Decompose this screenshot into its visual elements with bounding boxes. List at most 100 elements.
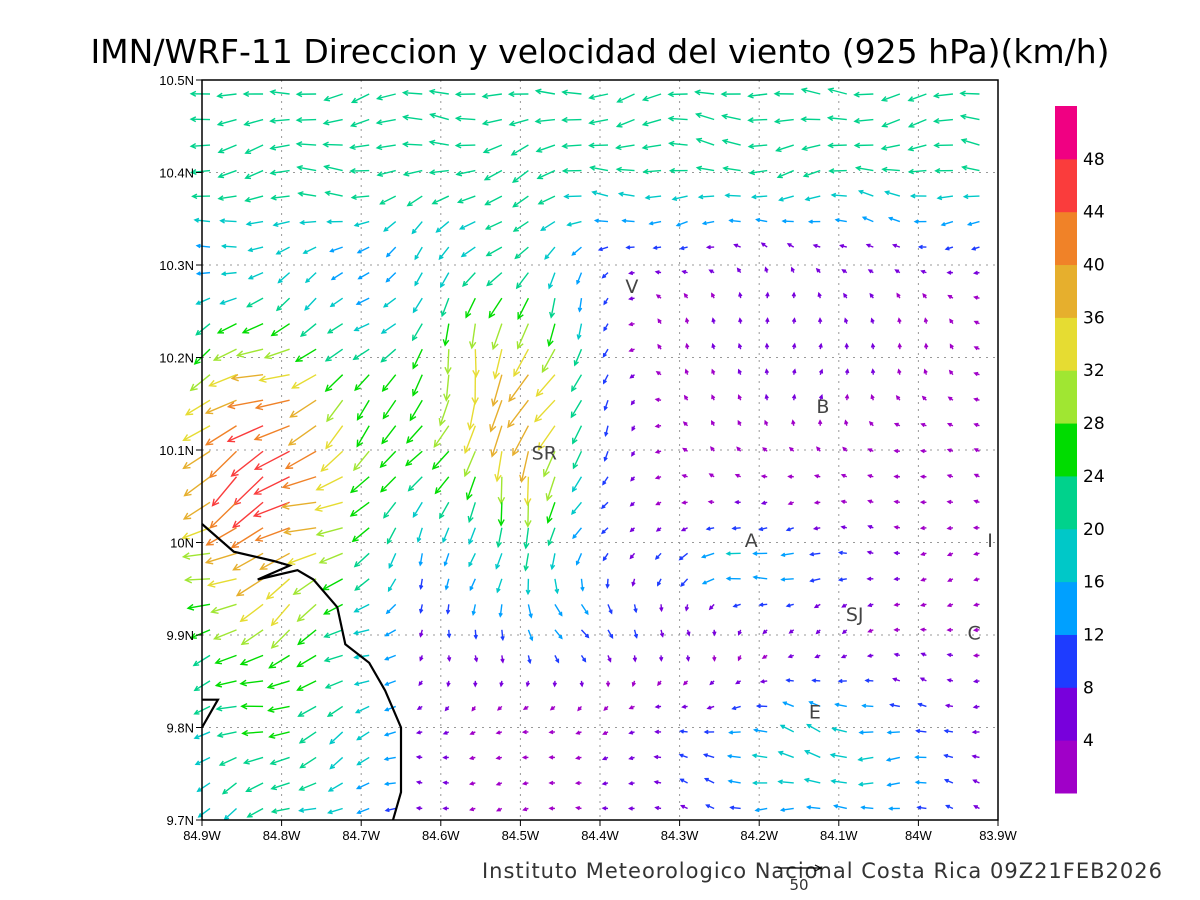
wind-vector [384, 654, 396, 661]
wind-vector [917, 244, 927, 250]
wind-vector [710, 446, 715, 452]
wind-vector [418, 604, 424, 614]
wind-vector [383, 221, 397, 232]
wind-vector [936, 195, 954, 201]
wind-vector [630, 399, 636, 406]
wind-vector [804, 195, 821, 202]
wind-vector [433, 425, 450, 448]
wind-vector [204, 425, 237, 446]
x-tick-label: 84.1W [820, 828, 858, 843]
wind-vector [642, 168, 662, 175]
wind-vector [909, 193, 927, 199]
wind-vector [547, 272, 556, 290]
wind-vector [494, 451, 503, 483]
wind-vector [468, 781, 476, 786]
wind-vector [407, 476, 423, 492]
wind-vector [752, 551, 768, 556]
wind-vector [853, 117, 874, 124]
wind-vector [818, 368, 824, 375]
wind-vector [844, 342, 849, 350]
wind-vector [914, 755, 927, 760]
wind-vector [323, 654, 343, 663]
x-tick-label: 83.9W [979, 828, 1017, 843]
colorbar-segment [1055, 475, 1077, 530]
wind-vector [462, 272, 476, 288]
wind-vector [787, 474, 794, 479]
wind-vector [491, 374, 503, 408]
wind-vector [830, 192, 847, 198]
credit-text: Instituto Meteorologico Nacional Costa R… [482, 859, 1163, 883]
place-label: B [816, 396, 829, 418]
wind-vector [881, 118, 901, 128]
wind-vector [947, 396, 954, 401]
place-label: C [967, 623, 980, 645]
wind-vector [292, 578, 317, 596]
wind-vector [197, 807, 211, 818]
wind-vector [603, 451, 609, 462]
wind-vector [737, 342, 743, 350]
wind-vector [548, 780, 555, 786]
wind-vector [907, 168, 927, 175]
wind-vector [919, 500, 927, 505]
wind-vector [517, 297, 530, 320]
wind-vector [295, 91, 317, 98]
wind-vector [384, 629, 397, 637]
wind-vector [497, 705, 503, 711]
wind-vector [705, 244, 715, 250]
wind-vector [268, 731, 290, 739]
wind-vector [924, 342, 929, 350]
wind-vector [230, 373, 264, 382]
wind-vector [817, 291, 822, 299]
wind-vector [737, 419, 742, 427]
wind-vector [323, 629, 343, 639]
wind-vector [764, 266, 769, 273]
wind-vector [712, 655, 717, 662]
wind-vector [412, 501, 423, 518]
wind-vector [694, 112, 715, 121]
wind-vector [380, 476, 397, 493]
wind-vector [353, 220, 370, 228]
wind-vector [933, 142, 953, 149]
colorbar-segment [1055, 317, 1077, 371]
wind-vector [707, 499, 715, 505]
wind-vector [694, 89, 715, 96]
wind-vector [603, 323, 609, 332]
wind-vector [680, 527, 688, 532]
wind-vector [932, 92, 954, 99]
wind-vector [841, 603, 848, 608]
wind-vector [269, 169, 290, 176]
wind-vector [625, 245, 635, 250]
wind-vector [327, 807, 343, 815]
wind-vector [326, 323, 344, 334]
wind-vector [324, 374, 344, 393]
wind-vector [385, 272, 397, 283]
wind-vector [778, 195, 794, 202]
wind-vector [481, 118, 503, 126]
wind-vector [267, 705, 290, 713]
wind-vector [298, 807, 317, 813]
wind-vector [254, 527, 290, 542]
wind-vector [245, 220, 264, 227]
wind-vector [416, 705, 423, 711]
wind-vector [554, 603, 563, 617]
place-labels: V B SR A I SJ C E [532, 276, 993, 724]
wind-vector [275, 297, 291, 312]
wind-vector [195, 243, 211, 249]
wind-vector [454, 115, 476, 122]
wind-vector [923, 368, 928, 375]
wind-vector [682, 421, 689, 427]
wind-vector [788, 629, 795, 634]
wind-vector [737, 629, 742, 636]
wind-vector [182, 501, 211, 520]
wind-vector [521, 755, 529, 760]
wind-vector [837, 577, 847, 582]
wind-vector [414, 246, 423, 261]
wind-vector [791, 419, 796, 426]
wind-vector [415, 780, 423, 785]
wind-vector [489, 399, 503, 433]
wind-vector [960, 138, 980, 146]
wind-vector [220, 243, 237, 249]
wind-vector [194, 756, 211, 766]
wind-vector [299, 756, 317, 769]
wind-vector [383, 756, 396, 762]
